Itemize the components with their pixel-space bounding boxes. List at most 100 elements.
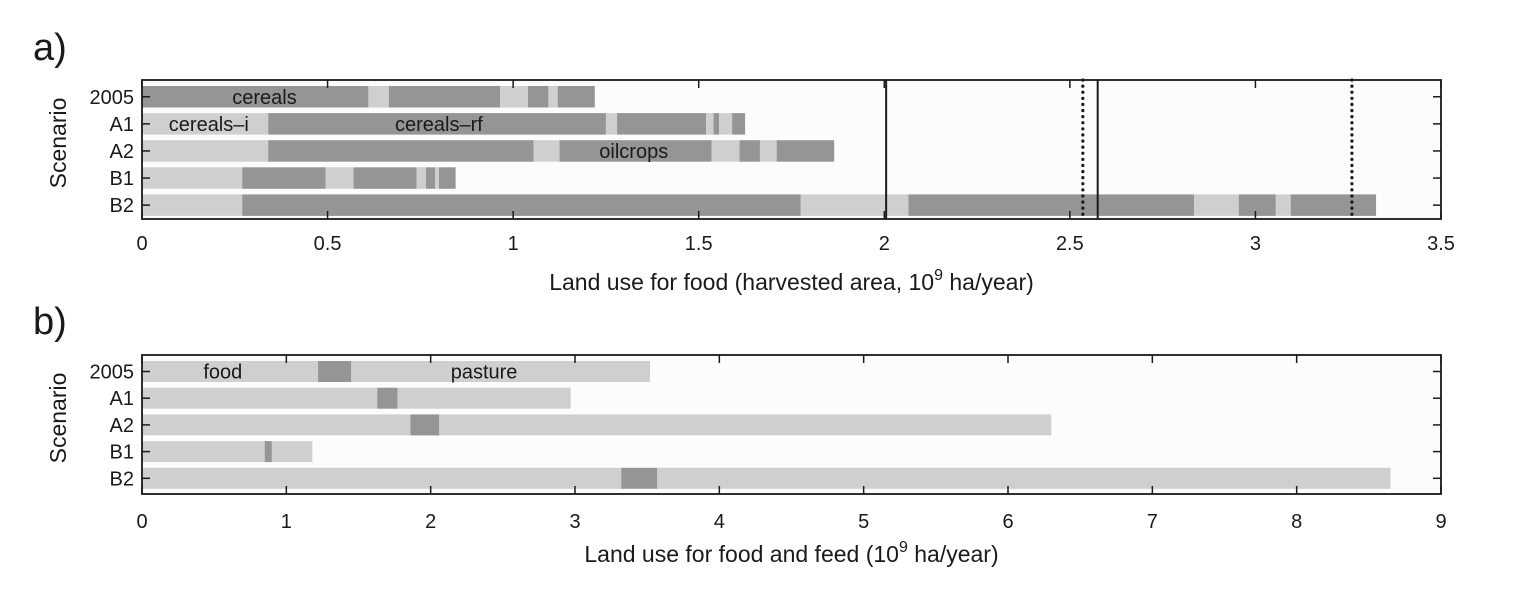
- x-tick-label: 2.5: [1056, 233, 1084, 255]
- x-tick-label: 3: [569, 511, 580, 533]
- axes-frame: [141, 79, 1442, 220]
- x-tick-label: 1: [281, 511, 292, 533]
- bar-segment: [142, 387, 378, 409]
- bar-A2: [142, 414, 1052, 436]
- bar-segment: [548, 86, 558, 108]
- x-tick-label: 1.5: [685, 233, 713, 255]
- bar-segment: [605, 113, 618, 135]
- x-tick-label: 7: [1147, 511, 1158, 533]
- panel-letter-b: b): [33, 301, 67, 343]
- bar-segment: [533, 140, 560, 162]
- x-tick-label: 6: [1002, 511, 1013, 533]
- bar-segment: [706, 113, 714, 135]
- x-axis-label: Land use for food (harvested area, 109 h…: [549, 267, 1034, 295]
- bar-segment: [142, 414, 411, 436]
- category-label: A2: [110, 141, 134, 163]
- bar-segment: [527, 86, 549, 108]
- x-tick-label: 0: [136, 233, 147, 255]
- segment-label: oilcrops: [599, 141, 668, 163]
- bar-2005: [142, 86, 595, 108]
- bar-segment: [377, 387, 398, 409]
- x-tick-label: 4: [714, 511, 725, 533]
- bar-segment: [800, 194, 909, 216]
- bar-segment: [657, 467, 1391, 489]
- bar-segment: [397, 387, 571, 409]
- bar-segment: [1238, 194, 1276, 216]
- bar-segment: [271, 441, 313, 463]
- bar-segment: [621, 467, 658, 489]
- bar-segment: [268, 113, 606, 135]
- x-tick-label: 3: [1250, 233, 1261, 255]
- x-tick-label: 9: [1435, 511, 1446, 533]
- bar-segment: [242, 194, 801, 216]
- bar-segment: [142, 361, 319, 382]
- bar-segment: [719, 113, 733, 135]
- segment-label: cereals–i: [169, 114, 249, 136]
- panel-letter-a: a): [33, 27, 67, 69]
- bar-segment: [713, 113, 720, 135]
- bar-A1: [142, 387, 571, 409]
- category-label: B2: [110, 195, 134, 217]
- bar-B2: [142, 467, 1391, 489]
- bar-segment: [142, 140, 269, 162]
- x-tick-label: 8: [1291, 511, 1302, 533]
- bar-segment: [739, 140, 760, 162]
- bar-2005: [142, 361, 651, 382]
- category-label: B1: [110, 168, 134, 190]
- segment-label: pasture: [451, 362, 518, 384]
- segment-label: food: [203, 362, 242, 384]
- bar-segment: [142, 194, 243, 216]
- y-axis-label: Scenario: [45, 373, 71, 464]
- bar-segment: [711, 140, 740, 162]
- bar-segment: [142, 167, 243, 189]
- bar-segment: [268, 140, 534, 162]
- x-axis-label: Land use for food and feed (109 ha/year): [584, 539, 998, 567]
- category-label: A1: [110, 388, 134, 410]
- category-label: B1: [110, 442, 134, 464]
- category-label: 2005: [90, 362, 135, 384]
- segment-label: cereals–rf: [395, 114, 483, 136]
- bar-segment: [557, 86, 595, 108]
- y-axis-label: Scenario: [45, 98, 71, 189]
- bar-segment: [142, 113, 269, 135]
- bar-segment: [500, 86, 528, 108]
- panel-b: b) food pasture 0 1 2 3 4 5 6 7 8 9 2005 A1 A2 B1 B2 Scen…: [33, 301, 1447, 567]
- bar-segment: [425, 167, 436, 189]
- bar-segment: [325, 167, 354, 189]
- x-tick-label: 0.5: [314, 233, 342, 255]
- panel-a: a) cereals cereals–i cereals–rf oilcrops 0 0.…: [33, 27, 1455, 295]
- category-label: B2: [110, 468, 134, 490]
- bar-B2: [142, 194, 1377, 216]
- bar-segment: [617, 113, 707, 135]
- bar-segment: [353, 167, 417, 189]
- bar-B1: [142, 441, 313, 463]
- bar-segment: [142, 467, 622, 489]
- bar-segment: [759, 140, 777, 162]
- category-label: A2: [110, 415, 134, 437]
- bar-segment: [1194, 194, 1239, 216]
- x-tick-label: 2: [879, 233, 890, 255]
- bar-segment: [732, 113, 746, 135]
- bar-segment: [368, 86, 389, 108]
- bar-segment: [318, 361, 352, 382]
- category-label: A1: [110, 114, 134, 136]
- bar-segment: [388, 86, 501, 108]
- bar-segment: [1275, 194, 1291, 216]
- bar-segment: [776, 140, 835, 162]
- segment-label: cereals: [232, 87, 296, 109]
- bar-segment: [439, 414, 1052, 436]
- bar-A1: [142, 113, 746, 135]
- bar-B1: [142, 167, 456, 189]
- bar-segment: [142, 86, 369, 108]
- x-tick-label: 2: [425, 511, 436, 533]
- category-label: 2005: [90, 87, 135, 109]
- bar-segment: [1290, 194, 1377, 216]
- x-tick-label: 1: [508, 233, 519, 255]
- bar-segment: [410, 414, 440, 436]
- bar-segment: [242, 167, 326, 189]
- bar-segment: [908, 194, 1195, 216]
- x-tick-label: 3.5: [1427, 233, 1455, 255]
- bar-segment: [264, 441, 272, 463]
- bar-segment: [559, 140, 712, 162]
